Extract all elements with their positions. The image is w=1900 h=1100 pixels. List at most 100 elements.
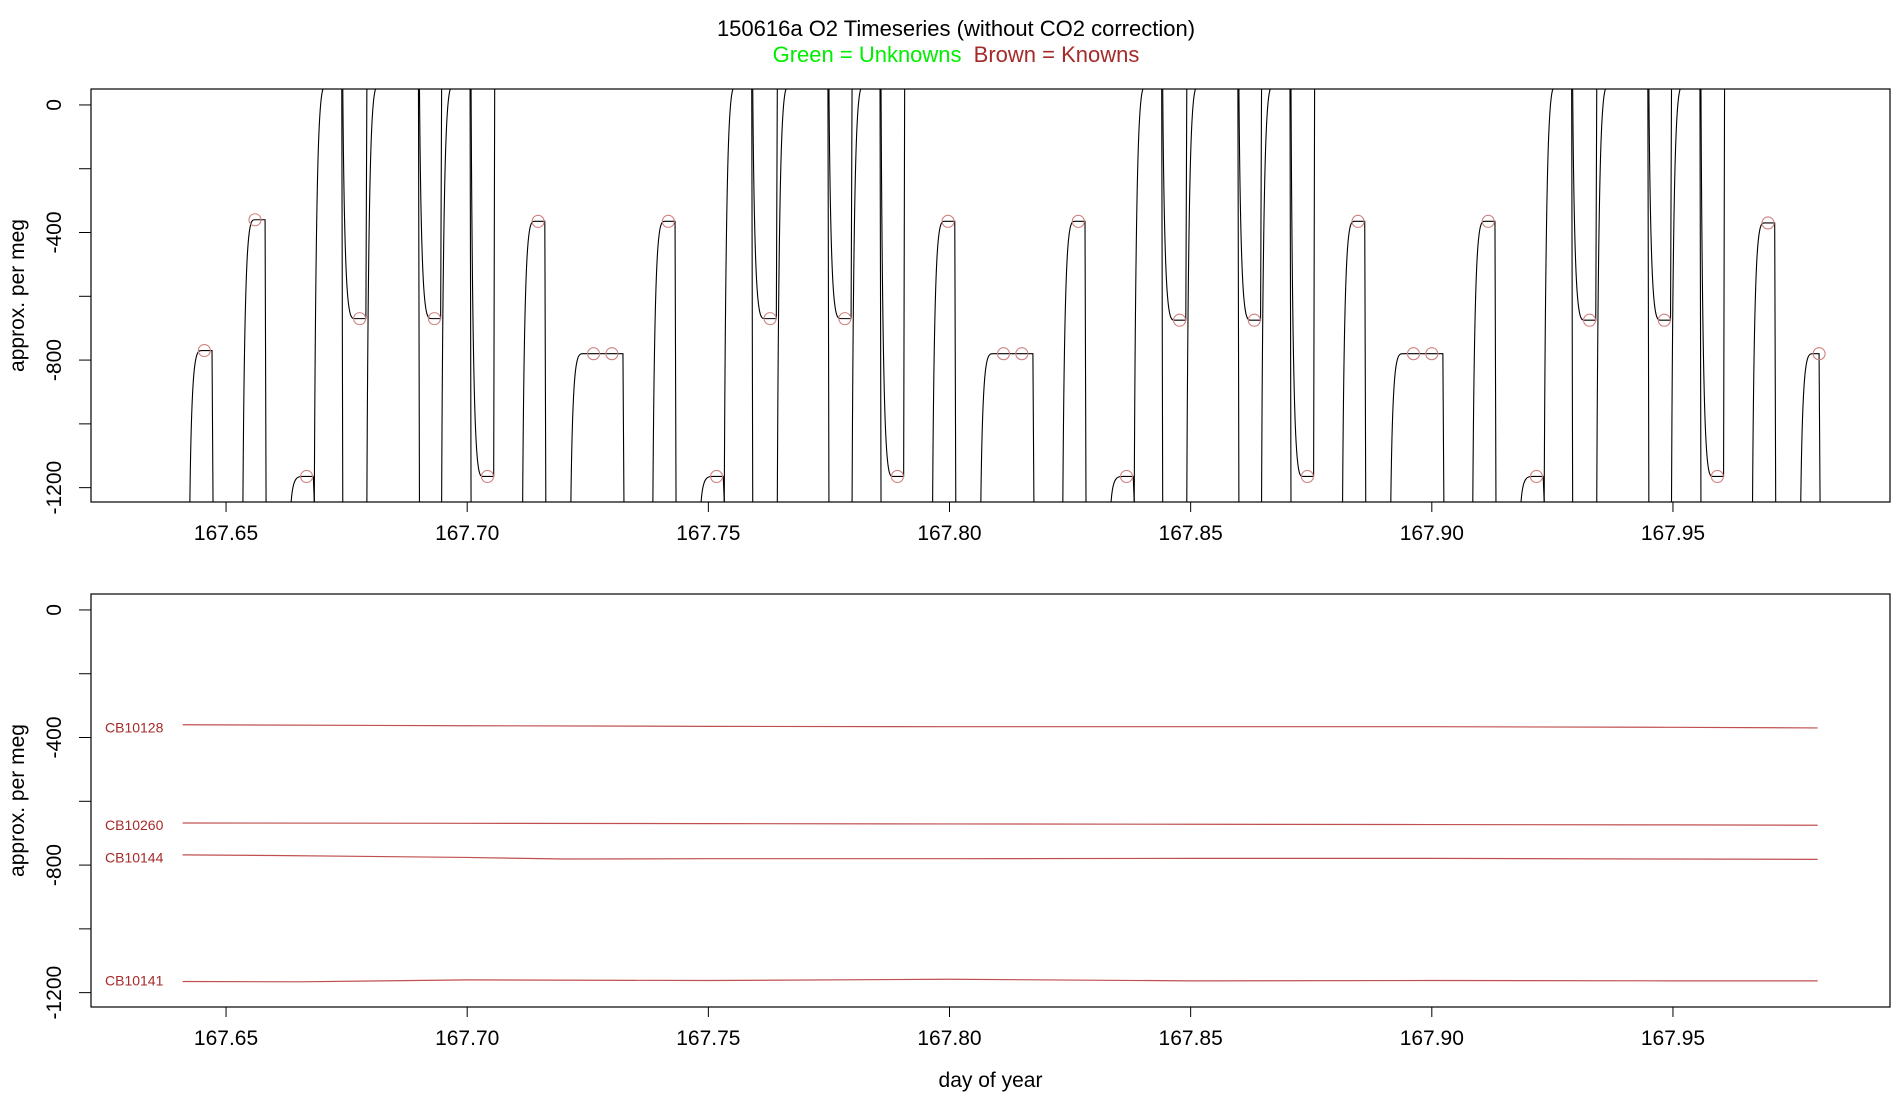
series-line-cb10144 bbox=[182, 854, 1818, 860]
plot-frame bbox=[90, 593, 1891, 1008]
known-marker bbox=[890, 469, 904, 484]
known-marker bbox=[1351, 214, 1365, 228]
y-tick-label: -800 bbox=[43, 844, 66, 886]
trace-segment bbox=[1186, 89, 1240, 502]
trace-segment bbox=[366, 89, 420, 502]
known-marker bbox=[480, 469, 495, 484]
known-marker bbox=[1710, 469, 1724, 484]
trace-segment bbox=[522, 220, 547, 502]
known-marker bbox=[1529, 469, 1544, 484]
trace-segment bbox=[418, 89, 443, 320]
x-tick-label: 167.70 bbox=[435, 522, 499, 545]
trace-segment bbox=[1238, 89, 1263, 321]
trace-segment bbox=[1133, 89, 1164, 502]
trace-segment bbox=[570, 353, 625, 502]
trace-segment bbox=[652, 220, 677, 502]
known-marker bbox=[1761, 216, 1775, 230]
known-marker bbox=[248, 213, 262, 227]
known-marker bbox=[1247, 313, 1261, 327]
trace-segment bbox=[1062, 220, 1087, 502]
trace-segment bbox=[1162, 89, 1188, 321]
trace-segment bbox=[828, 89, 853, 320]
trace-segment bbox=[851, 89, 882, 502]
known-marker bbox=[197, 343, 211, 358]
known-marker bbox=[941, 214, 955, 228]
x-tick-label: 167.80 bbox=[917, 522, 981, 545]
bottom-panel: 167.65 167.70 167.75 167.80 167.85 167.90 167.… bbox=[6, 593, 1891, 1092]
trace-segment bbox=[470, 89, 496, 478]
series-line-cb10128 bbox=[182, 724, 1818, 729]
known-marker bbox=[1300, 469, 1314, 484]
top-panel: 167.65 167.70 167.75 167.80 167.85 167.90 167.… bbox=[6, 88, 1891, 545]
x-tick-label: 167.80 bbox=[917, 1027, 981, 1050]
trace-segment bbox=[441, 89, 472, 502]
trace-segment bbox=[1342, 220, 1367, 502]
plot-frame bbox=[90, 88, 1891, 503]
trace-segment bbox=[342, 89, 368, 320]
known-marker bbox=[763, 312, 777, 326]
known-marker bbox=[1812, 347, 1826, 361]
x-tick-label: 167.65 bbox=[194, 522, 258, 545]
trace-segment bbox=[1520, 475, 1545, 502]
trace-segment bbox=[1572, 89, 1598, 321]
y-tick-label: 0 bbox=[43, 604, 66, 616]
known-marker bbox=[531, 214, 545, 228]
known-marker bbox=[838, 312, 852, 326]
known-marker bbox=[1173, 313, 1187, 327]
series-line-cb10141 bbox=[182, 978, 1818, 983]
known-marker bbox=[1425, 347, 1439, 361]
x-tick-label: 167.65 bbox=[194, 1027, 258, 1050]
known-marker bbox=[353, 312, 367, 326]
x-tick-label: 167.90 bbox=[1400, 1027, 1464, 1050]
trace-segment bbox=[1700, 89, 1726, 478]
trace-segment bbox=[1261, 89, 1292, 502]
trace-segment bbox=[880, 89, 906, 478]
y-tick-label: -400 bbox=[43, 716, 66, 758]
x-tick-label: 167.90 bbox=[1400, 522, 1464, 545]
o2-trace bbox=[189, 89, 1821, 502]
trace-segment bbox=[1800, 353, 1821, 502]
trace-segment bbox=[1390, 353, 1445, 502]
trace-segment bbox=[1290, 89, 1316, 478]
known-marker bbox=[1015, 347, 1029, 361]
known-marker bbox=[1071, 214, 1085, 228]
legend-unknowns: Green = Unknowns bbox=[773, 42, 962, 67]
known-marker bbox=[300, 469, 314, 484]
trace-segment bbox=[752, 89, 778, 320]
trace-segment bbox=[932, 220, 957, 502]
x-tick-label: 167.85 bbox=[1159, 522, 1223, 545]
trace-segment bbox=[1751, 222, 1777, 502]
y-tick-label: 0 bbox=[43, 99, 66, 111]
y-tick-label: -1200 bbox=[43, 966, 66, 1020]
trace-segment bbox=[1670, 89, 1702, 502]
trace-segment bbox=[723, 89, 754, 502]
trace-segment bbox=[189, 349, 214, 502]
trace-segment bbox=[290, 475, 315, 502]
trace-segment bbox=[776, 89, 830, 502]
trace-segment bbox=[313, 89, 344, 502]
series-label: CB10144 bbox=[105, 850, 164, 866]
series-label: CB10141 bbox=[105, 973, 164, 989]
y-tick-label: -800 bbox=[43, 339, 66, 381]
known-marker bbox=[710, 469, 724, 484]
y-axis-label: approx. per meg bbox=[6, 219, 29, 372]
trace-segment bbox=[242, 219, 267, 502]
x-tick-label: 167.70 bbox=[435, 1027, 499, 1050]
trace-segment bbox=[1472, 220, 1497, 502]
known-marker bbox=[587, 347, 601, 361]
known-marker bbox=[1657, 313, 1671, 327]
x-tick-label: 167.85 bbox=[1159, 1027, 1223, 1050]
trace-segment bbox=[700, 475, 725, 502]
known-marker bbox=[1481, 214, 1495, 228]
known-marker bbox=[427, 312, 441, 326]
trace-segment bbox=[1543, 89, 1574, 502]
series-label: CB10260 bbox=[105, 817, 164, 833]
chart-title: 150616a O2 Timeseries (without CO2 corre… bbox=[717, 16, 1195, 41]
trace-segment bbox=[1596, 89, 1650, 502]
known-marker bbox=[1119, 469, 1134, 484]
x-tick-label: 167.75 bbox=[676, 522, 740, 545]
legend-line: Green = Unknowns Brown = Knowns bbox=[773, 42, 1140, 67]
x-tick-label: 167.75 bbox=[676, 1027, 740, 1050]
known-marker bbox=[1582, 313, 1597, 327]
